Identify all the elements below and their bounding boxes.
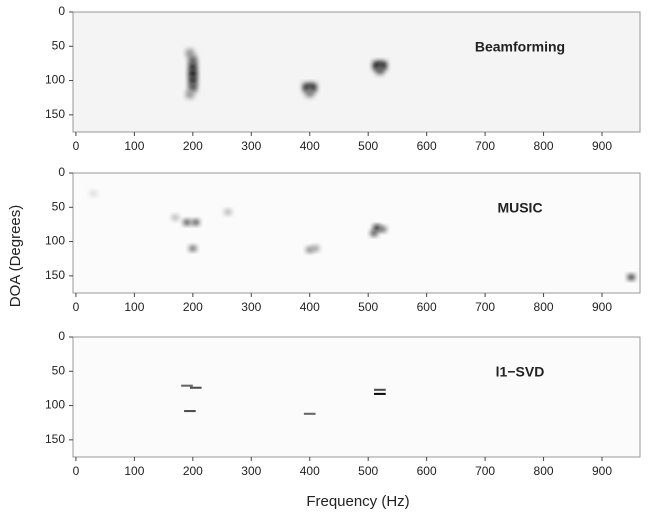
- x-tick-label: 100: [124, 139, 144, 153]
- heat-cell: [224, 209, 232, 215]
- x-tick-label: 0: [73, 464, 80, 478]
- x-tick-label: 900: [592, 300, 612, 314]
- y-tick-label: 100: [45, 73, 65, 87]
- y-tick-label: 0: [58, 4, 65, 18]
- y-tick-label: 150: [45, 107, 65, 121]
- heat-cell: [183, 219, 191, 226]
- heat-cell: [188, 69, 197, 78]
- x-tick-label: 400: [300, 300, 320, 314]
- x-tick-label: 200: [183, 464, 203, 478]
- heat-cell: [303, 412, 316, 415]
- heat-cell: [308, 83, 317, 92]
- heat-cell: [627, 274, 635, 280]
- heat-cell: [184, 410, 196, 413]
- x-tick-label: 100: [124, 464, 144, 478]
- x-tick-label: 900: [592, 464, 612, 478]
- x-tick-label: 200: [183, 300, 203, 314]
- y-tick-label: 150: [45, 268, 65, 282]
- heat-cell: [188, 76, 197, 85]
- x-tick-label: 300: [241, 464, 261, 478]
- x-tick-label: 800: [534, 464, 554, 478]
- x-tick-label: 400: [300, 139, 320, 153]
- x-tick-label: 300: [241, 300, 261, 314]
- heat-cell: [305, 88, 314, 98]
- x-tick-label: 600: [417, 300, 437, 314]
- x-tick-label: 200: [183, 139, 203, 153]
- heat-cell: [185, 49, 194, 58]
- y-tick-label: 50: [52, 199, 66, 213]
- x-tick-label: 100: [124, 300, 144, 314]
- x-tick-label: 500: [358, 300, 378, 314]
- heat-cell: [375, 66, 384, 75]
- heat-cell: [306, 247, 314, 253]
- plot-area: [73, 337, 640, 457]
- heat-cell: [192, 219, 200, 226]
- x-axis-label: Frequency (Hz): [306, 493, 409, 510]
- heat-cell: [188, 55, 197, 65]
- x-tick-label: 600: [417, 139, 437, 153]
- x-tick-label: 300: [241, 139, 261, 153]
- x-tick-label: 800: [534, 139, 554, 153]
- heat-cell: [171, 214, 179, 221]
- plot-frame: [72, 336, 641, 458]
- y-tick-label: 100: [45, 398, 65, 412]
- y-tick-label: 150: [45, 432, 65, 446]
- y-tick-label: 50: [52, 363, 66, 377]
- x-tick-label: 0: [73, 300, 80, 314]
- y-tick-label: 0: [58, 165, 65, 179]
- x-tick-label: 500: [358, 139, 378, 153]
- heat-cell: [188, 83, 197, 92]
- heat-cell: [189, 386, 202, 389]
- x-tick-label: 800: [534, 300, 554, 314]
- panel-title: MUSIC: [497, 200, 542, 216]
- panel-title: Beamforming: [475, 39, 565, 55]
- plot-area: [73, 173, 640, 293]
- x-tick-label: 700: [475, 464, 495, 478]
- heat-cell: [374, 388, 386, 391]
- heat-cell: [312, 245, 320, 252]
- y-tick-label: 100: [45, 234, 65, 248]
- heat-cell: [89, 190, 97, 197]
- panel-title: l1−SVD: [496, 364, 545, 380]
- x-tick-label: 700: [475, 139, 495, 153]
- heat-cell: [378, 61, 387, 70]
- heat-cell: [374, 392, 386, 395]
- heat-cell: [185, 90, 194, 99]
- y-tick-label: 0: [58, 329, 65, 343]
- heat-cell: [370, 230, 378, 237]
- heat-cell: [373, 225, 381, 231]
- heat-cell: [372, 61, 382, 70]
- y-axis-label: DOA (Degrees): [7, 205, 24, 308]
- x-tick-label: 0: [73, 139, 80, 153]
- x-tick-label: 700: [475, 300, 495, 314]
- heat-cell: [181, 384, 193, 387]
- plot-frame: [72, 11, 641, 133]
- plot-frame: [72, 172, 641, 294]
- heat-cell: [379, 226, 387, 232]
- x-tick-label: 600: [417, 464, 437, 478]
- plot-area: [73, 12, 640, 132]
- y-tick-label: 50: [52, 38, 66, 52]
- x-tick-label: 900: [592, 139, 612, 153]
- heat-cell: [189, 245, 197, 252]
- heat-cell: [188, 62, 197, 71]
- heat-cell: [302, 83, 311, 92]
- x-tick-label: 500: [358, 464, 378, 478]
- x-tick-label: 400: [300, 464, 320, 478]
